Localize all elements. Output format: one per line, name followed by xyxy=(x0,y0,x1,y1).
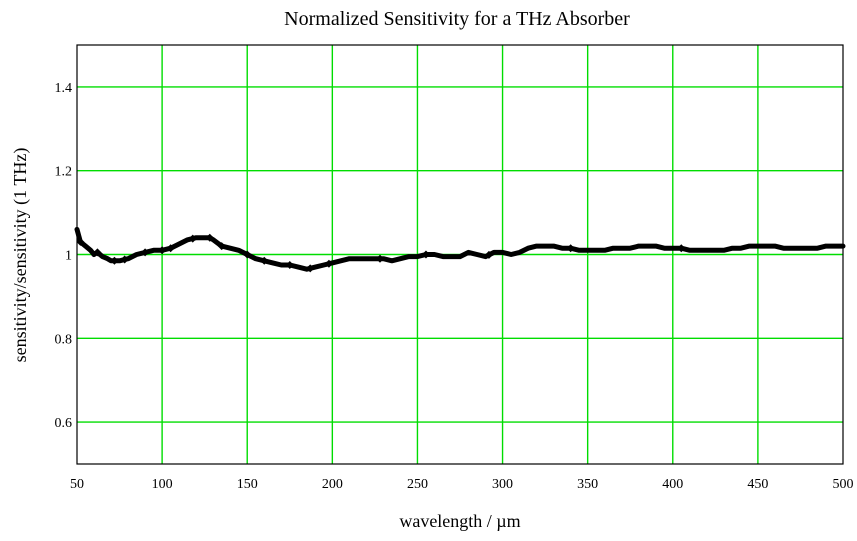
data-point-marker xyxy=(141,248,150,257)
series-line xyxy=(74,226,846,272)
x-axis-label: wavelength / µm xyxy=(399,511,520,531)
data-point-marker xyxy=(188,234,197,243)
y-tick-label: 1 xyxy=(65,249,72,264)
chart-title: Normalized Sensitivity for a THz Absorbe… xyxy=(284,8,630,30)
data-point-marker xyxy=(421,250,430,259)
data-point-marker xyxy=(217,242,226,251)
x-tick-label: 150 xyxy=(237,477,258,492)
y-tick-label: 0.8 xyxy=(55,332,73,347)
x-tick-label: 250 xyxy=(407,477,428,492)
y-tick-label: 1.2 xyxy=(55,165,73,180)
x-tick-label: 100 xyxy=(152,477,173,492)
data-point-marker xyxy=(324,259,333,268)
data-point-marker xyxy=(260,256,269,265)
x-tick-label: 450 xyxy=(747,477,768,492)
data-point-marker xyxy=(158,246,167,255)
x-tick-label: 350 xyxy=(577,477,598,492)
y-axis-label: sensitivity/sensitivity (1 THz) xyxy=(10,148,31,363)
data-point-marker xyxy=(93,248,102,257)
data-point-marker xyxy=(166,244,175,253)
data-point-marker xyxy=(484,250,493,259)
data-point-marker xyxy=(306,264,315,273)
data-point-marker xyxy=(285,260,294,269)
y-axis: 0.6 0.8 1 1.2 1.4 xyxy=(55,81,73,431)
series-layer xyxy=(74,226,846,273)
y-tick-label: 0.6 xyxy=(55,416,73,431)
x-tick-label: 200 xyxy=(322,477,343,492)
x-tick-label: 300 xyxy=(492,477,513,492)
x-tick-label: 400 xyxy=(662,477,683,492)
data-point-marker xyxy=(375,254,384,263)
data-point-marker xyxy=(566,244,575,253)
data-point-marker xyxy=(205,233,214,242)
x-tick-label: 500 xyxy=(833,477,854,492)
y-tick-label: 1.4 xyxy=(55,81,73,96)
data-point-marker xyxy=(677,244,686,253)
x-tick-label: 50 xyxy=(70,477,84,492)
data-point-marker xyxy=(110,256,119,265)
data-point-marker xyxy=(120,255,129,264)
data-point-marker xyxy=(76,237,85,246)
plot-frame xyxy=(76,44,844,465)
x-axis: 50 100 150 200 250 300 350 400 450 500 xyxy=(70,477,854,492)
data-point-marker xyxy=(243,250,252,259)
